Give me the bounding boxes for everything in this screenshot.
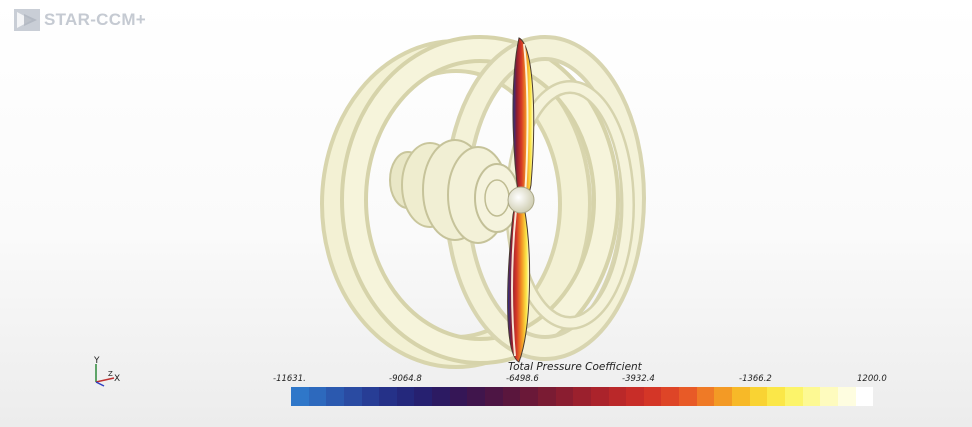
- colorbar-swatch: [573, 387, 591, 406]
- colorbar-swatch: [784, 387, 803, 406]
- colorbar-swatch: [714, 387, 733, 406]
- legend-tick-1: -9064.8: [389, 374, 422, 384]
- colorbar-swatch: [414, 387, 433, 406]
- colorbar-swatch: [291, 387, 309, 406]
- legend-tick-2: -6498.6: [506, 374, 539, 384]
- colorbar-swatch: [732, 387, 750, 406]
- colorbar-swatch: [608, 387, 627, 406]
- legend-tick-4: -1366.2: [739, 374, 772, 384]
- colorbar-swatch: [767, 387, 785, 406]
- axis-z-label: Z: [108, 370, 113, 378]
- colorbar-swatch: [626, 387, 644, 406]
- legend-tick-5: 1200.0: [857, 374, 887, 384]
- colorbar-swatch: [537, 387, 556, 406]
- colorbar-swatch: [449, 387, 468, 406]
- logo-icon: [14, 9, 40, 31]
- colorbar-swatch: [432, 387, 450, 406]
- propeller-blade[interactable]: [507, 37, 535, 363]
- colorbar-swatch: [502, 387, 521, 406]
- axis-y-label: Y: [93, 356, 100, 366]
- legend-title: Total Pressure Coefficient: [508, 361, 642, 373]
- pressure-colorbar: [291, 387, 874, 406]
- colorbar-swatch: [643, 387, 662, 406]
- axis-x-label: X: [114, 374, 120, 384]
- colorbar-swatch: [520, 387, 538, 406]
- colorbar-swatch: [343, 387, 362, 406]
- colorbar-swatch: [379, 387, 397, 406]
- colorbar-swatch: [590, 387, 609, 406]
- colorbar-swatch: [361, 387, 380, 406]
- colorbar-swatch: [696, 387, 715, 406]
- logo-text: STAR-CCM+: [44, 10, 147, 29]
- colorbar-swatch: [555, 387, 574, 406]
- colorbar-swatch: [467, 387, 486, 406]
- colorbar-swatch: [326, 387, 344, 406]
- colorbar-swatch: [485, 387, 503, 406]
- colorbar-swatch: [855, 387, 874, 406]
- colorbar-swatch: [661, 387, 680, 406]
- hub-vortex-core: [389, 139, 520, 244]
- colorbar-swatch: [396, 387, 415, 406]
- colorbar-swatch: [749, 387, 768, 406]
- legend-tick-0: -11631.: [273, 374, 306, 384]
- star-ccm-logo: STAR-CCM+: [14, 9, 146, 31]
- legend-tick-3: -3932.4: [622, 374, 655, 384]
- colorbar-swatch: [837, 387, 856, 406]
- colorbar-swatch: [802, 387, 821, 406]
- colorbar-swatch: [679, 387, 697, 406]
- axes-triad: Y Z X: [93, 356, 120, 387]
- colorbar-swatch: [308, 387, 327, 406]
- colorbar-swatch: [820, 387, 838, 406]
